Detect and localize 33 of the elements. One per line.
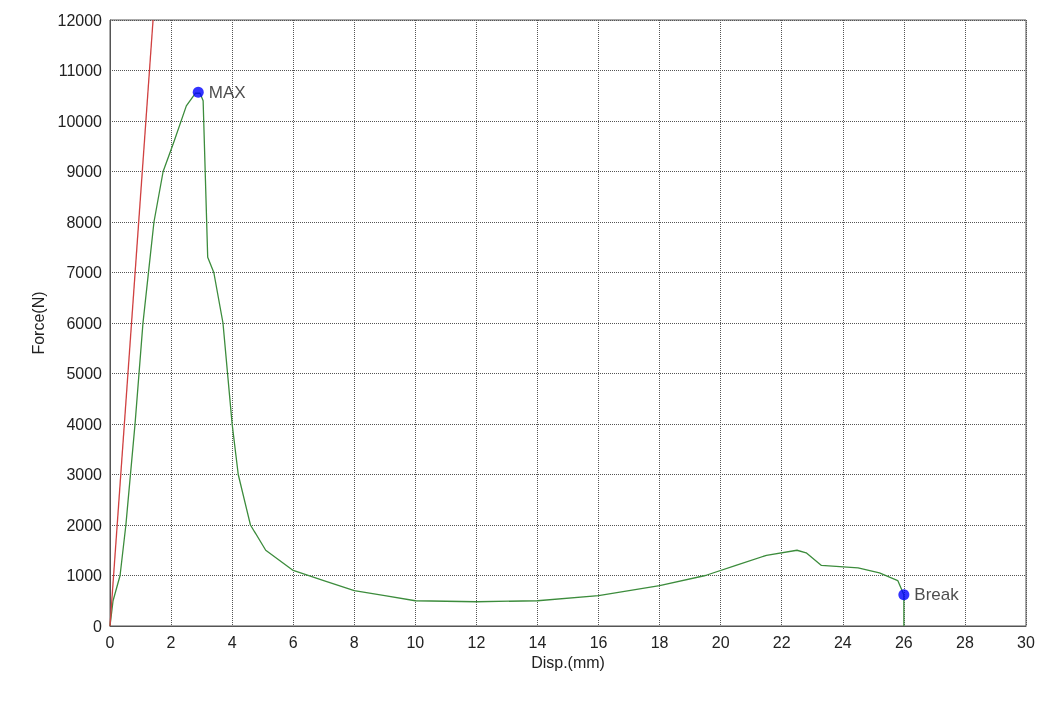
y-tick-label: 4000 <box>66 415 103 433</box>
annotation: Break <box>914 585 960 605</box>
y-tick-label: 1000 <box>66 567 103 584</box>
x-tick-label: 30 <box>1017 633 1035 651</box>
y-tick-label: 7000 <box>66 264 103 281</box>
x-tick-label: 18 <box>650 633 669 651</box>
x-tick-label: 28 <box>956 633 974 651</box>
y-tick-label: 6000 <box>66 314 103 332</box>
x-tick-label: 12 <box>467 633 486 651</box>
x-tick-label: 0 <box>105 633 115 651</box>
x-tick-label: 10 <box>406 633 425 651</box>
x-axis-title: Disp.(mm) <box>531 654 605 672</box>
y-tick-label: 12000 <box>57 11 103 29</box>
y-tick-label: 5000 <box>66 365 103 382</box>
annotation: MAX <box>208 82 246 102</box>
x-tick-label: 4 <box>227 633 237 651</box>
x-tick-label: 20 <box>711 633 730 651</box>
x-tick-label: 6 <box>288 633 298 651</box>
x-tick-label: 8 <box>349 633 359 651</box>
x-tick-label: 2 <box>166 633 176 651</box>
y-tick-label: 2000 <box>66 516 103 534</box>
y-tick-label: 10000 <box>57 112 103 130</box>
x-tick-label: 24 <box>833 633 852 651</box>
y-tick-label: 11000 <box>58 62 103 79</box>
y-tick-label: 0 <box>93 617 103 635</box>
y-tick-label: 3000 <box>66 466 103 483</box>
y-axis-title: Force(N) <box>30 291 48 355</box>
x-tick-label: 26 <box>894 633 913 651</box>
y-tick-label: 9000 <box>66 163 103 180</box>
x-tick-label: 16 <box>589 633 608 651</box>
x-tick-label: 14 <box>528 633 547 651</box>
y-tick-label: 8000 <box>66 213 103 231</box>
x-tick-label: 22 <box>772 633 791 651</box>
